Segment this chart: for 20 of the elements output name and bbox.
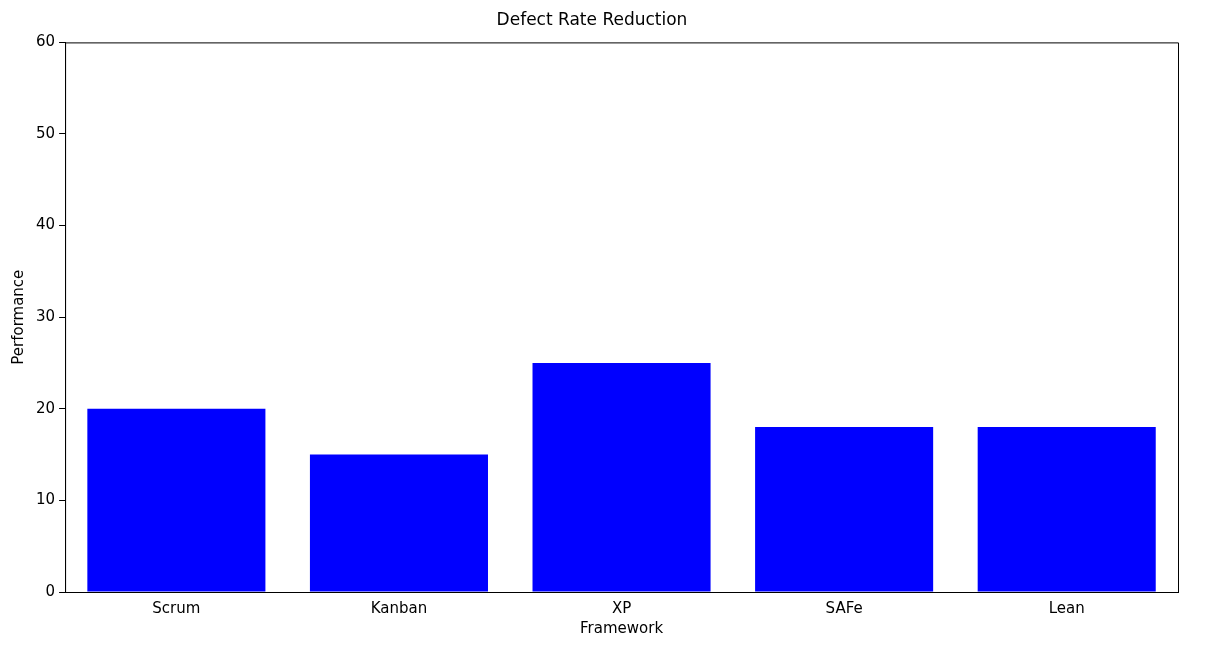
chart-title: Defect Rate Reduction [496, 8, 688, 29]
x-tick-label: SAFe [825, 598, 863, 617]
bar [309, 454, 488, 592]
x-tick-label: Scrum [152, 598, 201, 617]
y-axis-title: Performance [8, 269, 27, 365]
y-tick-label: 30 [35, 307, 56, 326]
bar [87, 408, 266, 592]
x-tick-label: Lean [1048, 598, 1085, 617]
x-tick-label: Kanban [370, 598, 428, 617]
y-tick-label: 0 [45, 581, 56, 600]
y-tick-label: 50 [35, 123, 56, 142]
y-tick-label: 60 [35, 32, 56, 51]
bar [977, 427, 1156, 592]
bar [755, 427, 934, 592]
x-axis-title: Framework [580, 618, 664, 637]
y-tick-label: 10 [35, 490, 56, 509]
x-tick-label: XP [611, 598, 632, 617]
bar [532, 363, 711, 592]
y-tick-label: 20 [35, 398, 56, 417]
y-tick-label: 40 [35, 215, 56, 234]
